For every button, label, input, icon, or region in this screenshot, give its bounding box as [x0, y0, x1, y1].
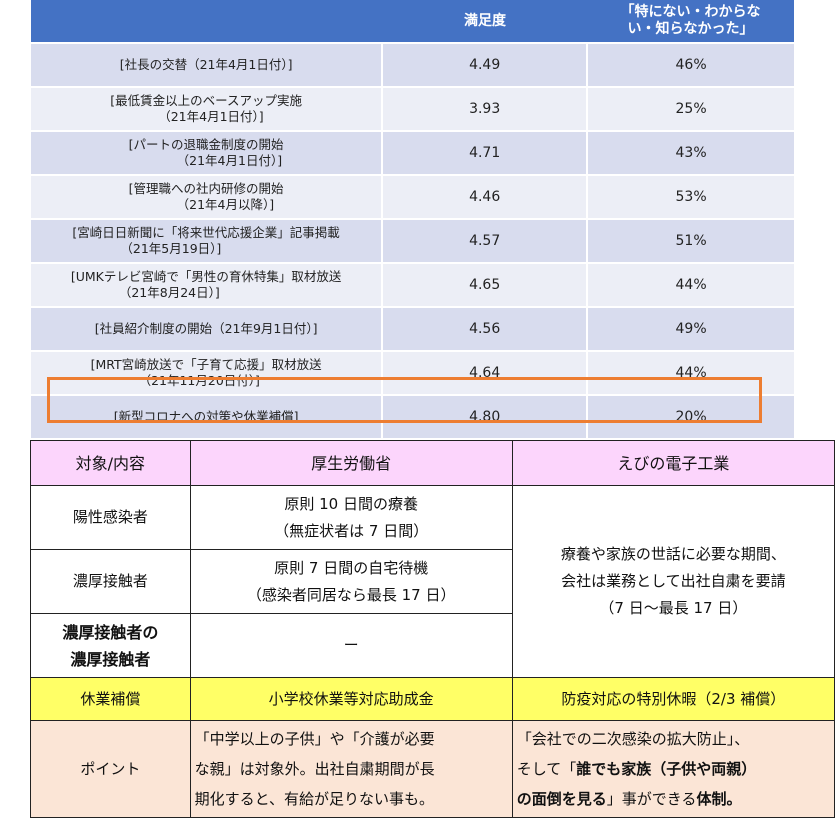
close-contact-label: 濃厚接触者 [30, 549, 191, 614]
satisfaction-item: [MRT宮崎放送で「子育て応援」取材放送 （21年11月20日付）] [31, 352, 381, 394]
satisfaction-row: [MRT宮崎放送で「子育て応援」取材放送 （21年11月20日付）] 4.64 44% [31, 350, 794, 394]
positive-mhlw-line1: 原則 10 日間の療養 [284, 494, 418, 513]
positive-label: 陽性感染者 [30, 485, 191, 550]
satisfaction-item-line: （21年8月24日）] [118, 285, 220, 300]
satisfaction-item-line: [パートの退職金制度の開始 [128, 137, 284, 152]
unknown-percent: 44% [675, 277, 707, 293]
covid-policy-table: 対象/内容 厚生労働省 えびの電子工業 陽性感染者 原則 10 日間の療養 （無… [30, 440, 835, 818]
satisfaction-item-line: （21年5月19日）] [120, 241, 222, 256]
compensation-ebino: 防疫対応の特別休暇（2/3 補償） [511, 677, 835, 721]
secondary-contact-row: 濃厚接触者の 濃厚接触者 ー [30, 613, 835, 678]
header-satisfaction: 満足度 [464, 12, 506, 29]
satisfaction-item-line: [MRT宮崎放送で「子育て応援」取材放送 [90, 357, 322, 372]
satisfaction-score: 4.57 [381, 220, 589, 262]
satisfaction-row: [最低賃金以上のベースアップ実施 （21年4月1日付）] 3.93 25% [31, 86, 794, 130]
point-mhlw-line3: 期化すると、有給が足りない事も。 [194, 790, 435, 808]
satisfaction-item-line: （21年11月20日付）] [138, 373, 260, 388]
header-unknown-line1: 「特にない・わからな [620, 4, 761, 20]
satisfaction-row: [管理職への社内研修の開始 （21年4月以降）] 4.46 53% [31, 174, 794, 218]
satisfaction-item-line: （21年4月1日付）] [176, 153, 283, 168]
point-row: ポイント 「中学以上の子供」や「介護が必要 な親」は対象外。出社自粛期間が長 期… [30, 720, 835, 818]
close-contact-mhlw-line2: （感染者同居なら最長 17 日） [246, 585, 456, 604]
point-ebino-line2-a: そして「 [516, 760, 577, 778]
point-ebino-line3-c: 体制。 [696, 790, 742, 808]
point-mhlw-line2: な親」は対象外。出社自粛期間が長 [194, 760, 435, 778]
unknown-percent: 49% [675, 321, 707, 337]
satisfaction-item-line: [宮崎日日新聞に「将来世代応援企業」記事掲載 [72, 225, 340, 240]
satisfaction-row: [社長の交替（21年4月1日付）] 4.49 46% [31, 42, 794, 86]
unknown-percent: 51% [675, 233, 707, 249]
satisfaction-item: [社員紹介制度の開始（21年9月1日付）] [31, 308, 381, 350]
satisfaction-table: 満足度 「特にない・わからな い・知らなかった」 [社長の交替（21年4月1日付… [31, 0, 794, 438]
close-contact-mhlw: 原則 7 日間の自宅待機 （感染者同居なら最長 17 日） [189, 549, 513, 614]
policy-header-row: 対象/内容 厚生労働省 えびの電子工業 [30, 440, 835, 486]
unknown-percent: 46% [675, 57, 707, 73]
secondary-contact-mhlw: ー [189, 613, 513, 678]
header-item-cell [31, 0, 383, 42]
point-ebino-line3-a: の面倒を見る [516, 790, 607, 808]
satisfaction-score: 4.65 [381, 264, 589, 306]
positive-mhlw-line2: （無症状者は 7 日間） [274, 521, 429, 540]
header-unknown: 「特にない・わからな い・知らなかった」 [587, 0, 794, 42]
unknown-percent: 53% [675, 189, 707, 205]
satisfaction-item-line: （21年4月以降）] [176, 197, 275, 212]
point-ebino-line2: そして「誰でも家族（子供や両親） [517, 754, 830, 784]
satisfaction-score: 3.93 [381, 88, 589, 130]
satisfaction-table-header: 満足度 「特にない・わからな い・知らなかった」 [31, 0, 794, 42]
satisfaction-item: [最低賃金以上のベースアップ実施 （21年4月1日付）] [31, 88, 381, 130]
close-contact-mhlw-line1: 原則 7 日間の自宅待機 [274, 558, 429, 577]
highlight-box [47, 377, 762, 423]
satisfaction-row: [宮崎日日新聞に「将来世代応援企業」記事掲載 （21年5月19日）] 4.57 51% [31, 218, 794, 262]
point-label: ポイント [30, 720, 191, 818]
satisfaction-row: [新型コロナへの対策や休業補償] 4.80 20% [31, 394, 794, 438]
point-mhlw: 「中学以上の子供」や「介護が必要 な親」は対象外。出社自粛期間が長 期化すると、… [189, 720, 513, 818]
ebino-policy-line2: 会社は業務として出社自粛を要請 [561, 572, 786, 590]
ebino-quarantine-policy: 療養や家族の世話に必要な期間、 会社は業務として出社自粛を要請 （7 日～最長 … [511, 485, 835, 678]
satisfaction-score: 4.71 [381, 132, 589, 174]
positive-mhlw: 原則 10 日間の療養 （無症状者は 7 日間） [189, 485, 513, 550]
point-ebino-line3: の面倒を見る」事ができる体制。 [517, 784, 830, 814]
unknown-percent: 43% [675, 145, 707, 161]
point-ebino-line2-b: 誰でも家族（子供や両親） [576, 760, 757, 778]
satisfaction-score: 4.49 [381, 44, 589, 86]
point-ebino: 「会社での二次感染の拡大防止」、 そして「誰でも家族（子供や両親） の面倒を見る… [511, 720, 835, 818]
satisfaction-item: [管理職への社内研修の開始 （21年4月以降）] [31, 176, 381, 218]
secondary-contact-label-line2: 濃厚接触者 [70, 649, 151, 669]
compensation-row: 休業補償 小学校休業等対応助成金 防疫対応の特別休暇（2/3 補償） [30, 677, 835, 721]
satisfaction-score: 4.56 [381, 308, 589, 350]
header-mhlw: 厚生労働省 [189, 440, 513, 486]
compensation-label: 休業補償 [30, 677, 191, 721]
header-target: 対象/内容 [30, 440, 191, 486]
unknown-percent: 25% [675, 101, 707, 117]
satisfaction-row: [パートの退職金制度の開始 （21年4月1日付）] 4.71 43% [31, 130, 794, 174]
secondary-contact-label-line1: 濃厚接触者の [62, 622, 159, 642]
point-ebino-line3-b: 」事ができる [606, 790, 697, 808]
ebino-policy-line1: 療養や家族の世話に必要な期間、 [560, 545, 786, 563]
satisfaction-item-line: （21年4月1日付）] [158, 109, 264, 124]
satisfaction-item: [社長の交替（21年4月1日付）] [31, 44, 381, 86]
satisfaction-row: [UMKテレビ宮崎で「男性の育休特集」取材放送 （21年8月24日）] 4.65 44… [31, 262, 794, 306]
point-mhlw-line1: 「中学以上の子供」や「介護が必要 [194, 730, 435, 748]
point-ebino-line1: 「会社での二次感染の拡大防止」、 [516, 730, 750, 748]
positive-row: 陽性感染者 原則 10 日間の療養 （無症状者は 7 日間） 療養や家族の世話に… [30, 485, 835, 678]
satisfaction-score: 4.46 [381, 176, 589, 218]
satisfaction-item: [パートの退職金制度の開始 （21年4月1日付）] [31, 132, 381, 174]
satisfaction-item-line: [社員紹介制度の開始（21年9月1日付）] [94, 321, 318, 336]
secondary-contact-label: 濃厚接触者の 濃厚接触者 [30, 613, 191, 678]
satisfaction-item-line: [UMKテレビ宮崎で「男性の育休特集」取材放送 [70, 269, 342, 284]
satisfaction-item: [宮崎日日新聞に「将来世代応援企業」記事掲載 （21年5月19日）] [31, 220, 381, 262]
satisfaction-item-line: [最低賃金以上のベースアップ実施 [110, 93, 302, 108]
satisfaction-item: [UMKテレビ宮崎で「男性の育休特集」取材放送 （21年8月24日）] [31, 264, 381, 306]
header-ebino: えびの電子工業 [511, 440, 835, 486]
satisfaction-item-line: [社長の交替（21年4月1日付）] [119, 57, 293, 72]
compensation-mhlw: 小学校休業等対応助成金 [189, 677, 513, 721]
close-contact-row: 濃厚接触者 原則 7 日間の自宅待機 （感染者同居なら最長 17 日） [30, 549, 835, 614]
satisfaction-row: [社員紹介制度の開始（21年9月1日付）] 4.56 49% [31, 306, 794, 350]
header-unknown-line2: い・知らなかった」 [627, 21, 754, 37]
satisfaction-item-line: [管理職への社内研修の開始 [128, 181, 284, 196]
ebino-policy-line3: （7 日～最長 17 日） [599, 599, 748, 617]
